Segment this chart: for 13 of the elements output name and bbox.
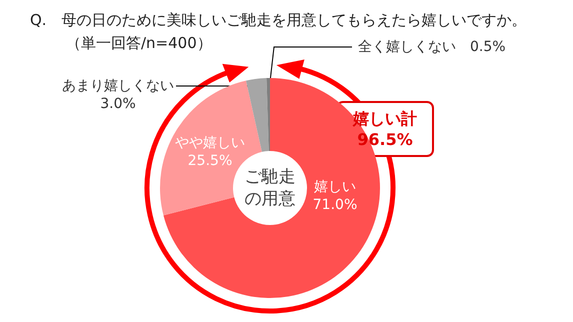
slice-label: 嬉しい: [314, 179, 356, 195]
donut-slice: [246, 78, 269, 152]
data-label: 3.0%: [100, 96, 136, 112]
slice-label: 全く嬉しくない 0.5%: [358, 39, 506, 55]
donut-slice: [266, 78, 270, 152]
text: ご馳走の用意: [244, 167, 296, 209]
data-label: 25.5%: [188, 153, 232, 169]
donut-slice: [160, 80, 262, 216]
data-label: 71.0%: [312, 197, 358, 213]
chart-subtitle: （単一回答/n=400）: [66, 34, 212, 52]
chart-title: Q. 母の日のために美味しいご馳走を用意してもらえたら嬉しいですか。: [30, 11, 527, 29]
slice-label: あまり嬉しくない: [62, 78, 174, 94]
slice-label: やや嬉しい: [175, 135, 245, 151]
